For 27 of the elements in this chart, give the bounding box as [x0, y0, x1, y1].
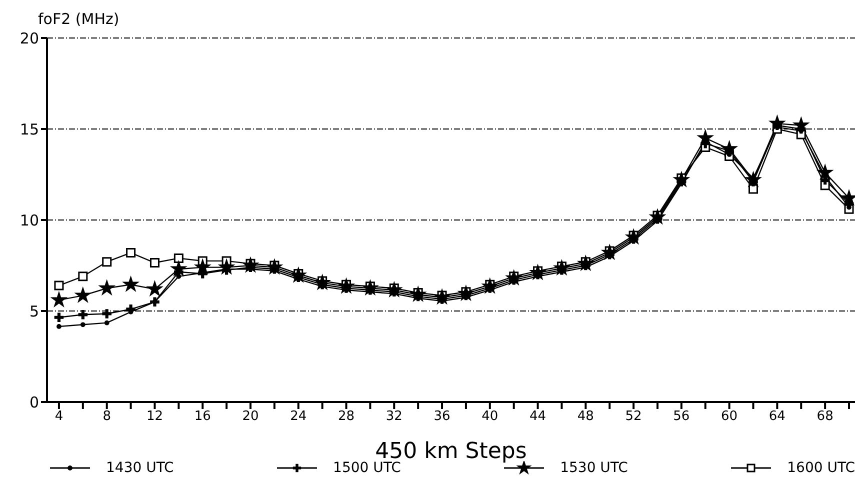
legend-label: 1600 UTC	[787, 460, 855, 476]
legend-label: 1530 UTC	[560, 460, 628, 476]
x-tick-label: 36	[434, 409, 450, 424]
x-tick-label: 12	[146, 409, 164, 424]
y-tick-label: 0	[29, 393, 39, 412]
x-tick-label: 8	[102, 409, 111, 424]
x-tick-label: 56	[673, 409, 690, 424]
x-tick-label: 32	[386, 409, 402, 424]
x-tick-label: 64	[768, 409, 786, 424]
x-tick-label: 16	[194, 409, 211, 424]
x-tick-label: 40	[482, 409, 498, 424]
x-tick-label: 44	[530, 409, 546, 424]
x-tick-label: 52	[625, 409, 642, 424]
y-axis-title: foF2 (MHz)	[38, 10, 120, 28]
x-tick-label: 68	[816, 409, 834, 424]
y-tick-label: 10	[20, 211, 39, 230]
x-tick-label: 24	[290, 409, 307, 424]
y-tick-label: 20	[20, 29, 39, 48]
legend-label: 1500 UTC	[333, 460, 401, 476]
x-tick-label: 20	[242, 409, 259, 424]
x-tick-label: 60	[721, 409, 738, 424]
x-tick-label: 28	[338, 409, 355, 424]
x-tick-label: 4	[54, 409, 64, 424]
y-tick-label: 15	[20, 120, 39, 138]
x-tick-label: 48	[577, 409, 594, 424]
legend-label: 1430 UTC	[106, 460, 174, 476]
y-tick-label: 5	[29, 302, 39, 320]
